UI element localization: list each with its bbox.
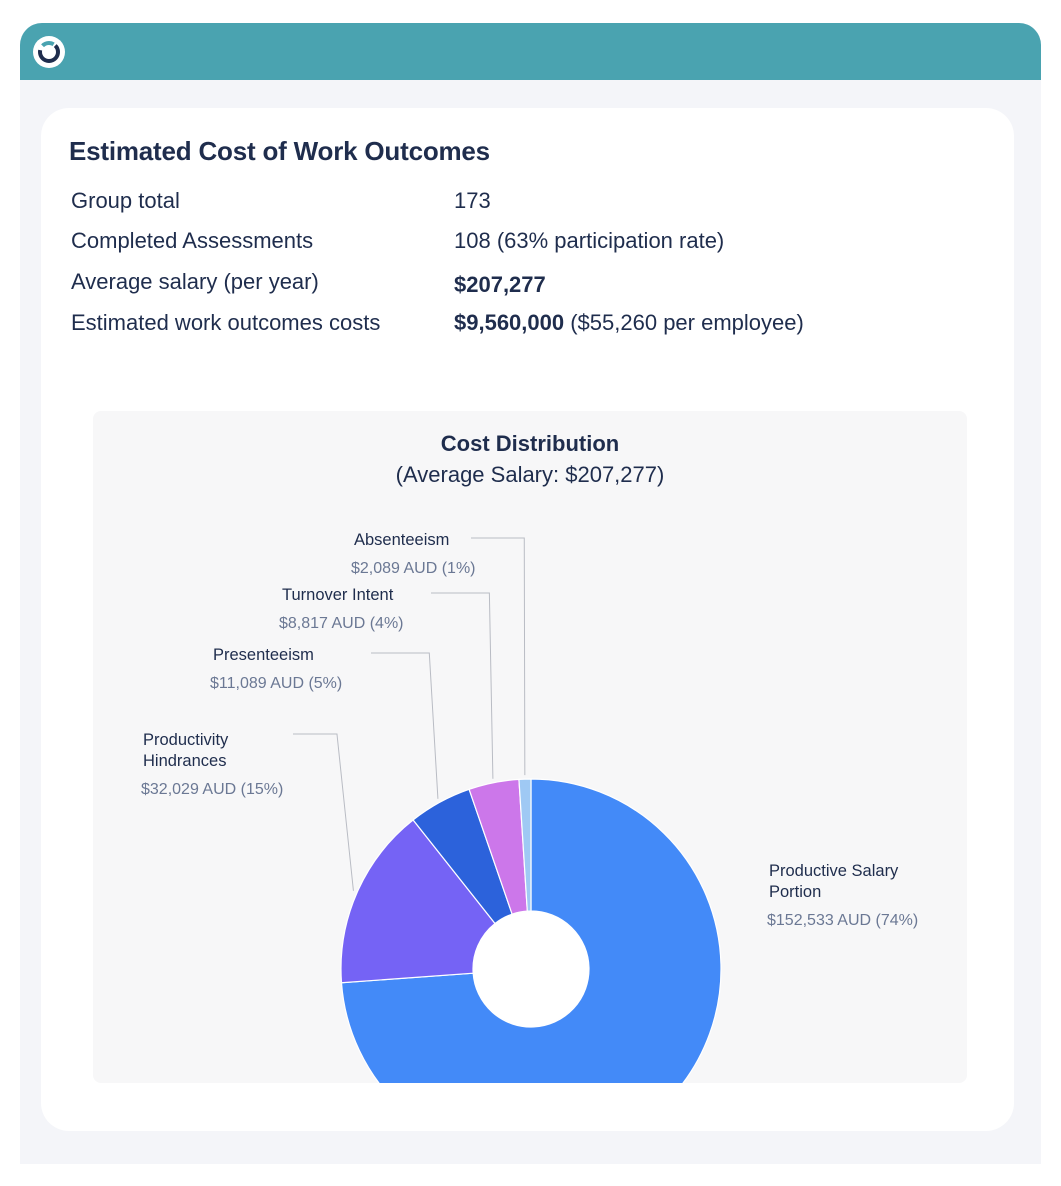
- stat-value: $9,560,000 ($55,260 per employee): [454, 310, 804, 336]
- slice-label-value: $32,029 AUD (15%): [141, 781, 283, 798]
- card-title: Estimated Cost of Work Outcomes: [69, 136, 490, 166]
- slices: [340, 778, 722, 1083]
- app-logo-glyph: [38, 41, 60, 63]
- slice-absenteeism[interactable]: [518, 778, 532, 912]
- cost-card: Estimated Cost of Work Outcomes Group to…: [41, 108, 1014, 1131]
- app-window: Estimated Cost of Work Outcomes Group to…: [20, 23, 1041, 1164]
- slice-productivity-hindrances[interactable]: [340, 819, 496, 984]
- donut-chart: Productive Salary Portion $152,533 AUD (74…: [141, 531, 918, 1083]
- leader-line-turnover-intent: [431, 592, 494, 779]
- stat-value: $207,277: [454, 272, 546, 298]
- leader-line-absenteeism: [471, 537, 526, 776]
- chart-subtitle: (Average Salary: $207,277): [395, 462, 665, 487]
- slice-productive-salary-portion[interactable]: [340, 778, 722, 1083]
- slice-label-value: $2,089 AUD (1%): [351, 560, 476, 577]
- stat-value: 108 (63% participation rate): [454, 228, 725, 253]
- stat-value-detail: ($55,260 per employee): [570, 310, 804, 335]
- title-bar: [20, 23, 1041, 80]
- stat-label: Estimated work outcomes costs: [71, 310, 381, 335]
- slice-label-value: $11,089 AUD (5%): [210, 675, 342, 692]
- slice-label-value: $152,533 AUD (74%): [767, 912, 918, 929]
- stat-value-bold: $207,277: [454, 272, 546, 297]
- stat-value: 173: [454, 188, 491, 213]
- stat-label: Group total: [71, 188, 180, 213]
- chart-title: Cost Distribution: [440, 431, 620, 456]
- stat-label: Completed Assessments: [71, 228, 314, 253]
- leader-line-presenteeism: [371, 652, 439, 799]
- leader-line-productivity-hindrances: [293, 733, 354, 891]
- slice-label-name: Absenteeism: [354, 531, 449, 549]
- donut-hole: [473, 911, 589, 1027]
- slice-label-name: Portion: [769, 883, 821, 901]
- stat-label: Average salary (per year): [71, 269, 319, 294]
- slice-label-name: Productive Salary: [769, 862, 899, 880]
- cost-distribution-chart: Cost Distribution (Average Salary: $207,…: [93, 411, 967, 1083]
- app-logo-icon[interactable]: [33, 36, 65, 68]
- slice-label-name: Turnover Intent: [282, 586, 394, 604]
- slice-label-name: Presenteeism: [213, 646, 314, 664]
- slice-label-name: Hindrances: [143, 752, 226, 770]
- slice-labels: Productive Salary Portion $152,533 AUD (74…: [141, 531, 918, 929]
- stat-value-bold: $9,560,000: [454, 310, 565, 335]
- slice-label-name: Productivity: [143, 731, 229, 749]
- slice-label-value: $8,817 AUD (4%): [279, 615, 404, 632]
